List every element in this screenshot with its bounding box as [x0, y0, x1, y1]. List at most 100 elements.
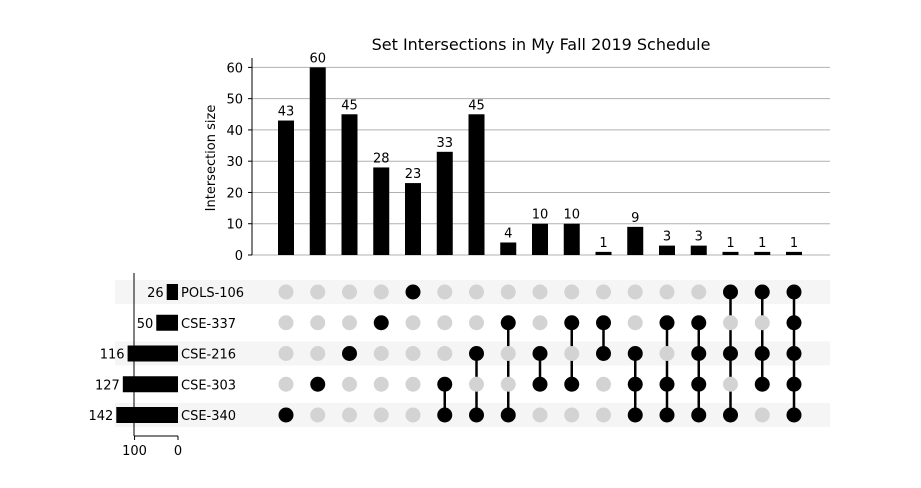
- y-tick-label: 50: [226, 93, 243, 108]
- set-name-label: CSE-216: [181, 348, 236, 363]
- membership-dot-inactive: [500, 346, 516, 361]
- set-size-label: 50: [137, 317, 154, 332]
- membership-dot-inactive: [754, 315, 770, 331]
- membership-dot-active: [596, 315, 611, 331]
- membership-dot-active: [373, 315, 389, 331]
- membership-dot-active: [627, 376, 643, 392]
- bar-value-label: 60: [309, 51, 326, 66]
- bar-value-label: 3: [663, 230, 671, 245]
- bar-value-label: 4: [504, 226, 512, 241]
- membership-dot-active: [532, 376, 548, 392]
- intersection-bar: [659, 245, 675, 255]
- intersection-bar: [627, 226, 644, 255]
- membership-dot-inactive: [596, 376, 611, 392]
- membership-dot-inactive: [469, 376, 484, 392]
- membership-dot-active: [564, 376, 580, 392]
- bar-value-label: 9: [631, 211, 639, 226]
- membership-dot-active: [691, 407, 707, 423]
- bar-value-label: 10: [563, 208, 580, 223]
- bar-value-label: 10: [532, 208, 549, 223]
- membership-dot-active: [278, 407, 294, 423]
- membership-dot-active: [564, 315, 580, 331]
- membership-dot-inactive: [627, 284, 643, 300]
- y-tick-label: 60: [226, 61, 243, 76]
- membership-dot-inactive: [437, 284, 453, 300]
- membership-dot-active: [437, 407, 453, 423]
- membership-dot-active: [691, 376, 707, 392]
- membership-dot-inactive: [405, 376, 421, 392]
- set-name-label: CSE-337: [181, 317, 236, 332]
- intersection-bar: [309, 67, 326, 255]
- membership-dot-active: [659, 315, 675, 331]
- set-size-label: 116: [100, 348, 125, 363]
- y-tick-label: 0: [235, 249, 243, 264]
- intersection-bar: [786, 251, 802, 255]
- membership-dot-inactive: [723, 315, 738, 331]
- membership-dot-inactive: [723, 376, 738, 392]
- membership-dot-inactive: [532, 407, 548, 423]
- membership-dot-active: [532, 346, 548, 361]
- bar-value-label: 45: [341, 98, 358, 113]
- intersection-bar: [468, 114, 485, 256]
- membership-dot-inactive: [310, 407, 326, 423]
- membership-dot-active: [500, 315, 516, 331]
- membership-dot-inactive: [342, 376, 357, 392]
- membership-dot-inactive: [627, 315, 643, 331]
- set-size-bar: [116, 407, 178, 423]
- membership-dot-active: [723, 284, 738, 300]
- membership-dot-inactive: [500, 284, 516, 300]
- bar-value-label: 23: [405, 167, 422, 182]
- intersection-bar: [532, 223, 548, 255]
- membership-dot-inactive: [310, 284, 326, 300]
- membership-dot-inactive: [659, 346, 675, 361]
- membership-dot-inactive: [373, 376, 389, 392]
- membership-dot-inactive: [310, 315, 326, 331]
- membership-dot-active: [691, 315, 707, 331]
- intersection-bar: [341, 114, 358, 256]
- membership-dot-active: [786, 346, 802, 361]
- membership-dot-active: [596, 346, 611, 361]
- membership-dot-active: [310, 376, 326, 392]
- membership-dot-inactive: [405, 346, 421, 361]
- membership-dot-inactive: [373, 346, 389, 361]
- intersection-bar: [373, 167, 390, 255]
- bar-value-label: 3: [695, 230, 703, 245]
- intersection-bar: [690, 245, 707, 255]
- set-size-tick-label: 0: [174, 444, 182, 459]
- membership-dot-active: [405, 284, 421, 300]
- membership-dot-inactive: [691, 284, 707, 300]
- set-name-label: CSE-340: [181, 409, 236, 424]
- membership-dot-inactive: [469, 315, 484, 331]
- bar-value-label: 45: [468, 98, 485, 113]
- membership-dot-active: [691, 346, 707, 361]
- membership-dot-active: [754, 284, 770, 300]
- membership-dot-active: [723, 346, 738, 361]
- membership-dot-inactive: [437, 346, 453, 361]
- membership-dot-inactive: [500, 376, 516, 392]
- membership-dot-active: [659, 407, 675, 423]
- intersection-bar: [722, 251, 739, 255]
- intersection-bar: [754, 251, 771, 255]
- membership-dot-active: [469, 346, 484, 361]
- set-name-label: CSE-303: [181, 378, 236, 393]
- membership-dot-inactive: [278, 376, 294, 392]
- membership-dot-active: [500, 407, 516, 423]
- bar-value-label: 1: [790, 236, 798, 251]
- intersection-bar: [563, 223, 580, 255]
- y-axis-label: Intersection size: [204, 105, 219, 212]
- membership-dot-inactive: [310, 346, 326, 361]
- membership-dot-active: [627, 407, 643, 423]
- set-size-bars: 26 POLS-106 50 CSE-337 116 CSE-216 127 CSE-303 1…: [88, 273, 244, 459]
- membership-dot-active: [786, 284, 802, 300]
- set-size-label: 142: [88, 409, 113, 424]
- membership-dot-active: [723, 407, 738, 423]
- bar-value-label: 43: [278, 105, 295, 120]
- bar-value-label: 33: [436, 136, 453, 151]
- intersection-bar: [436, 151, 453, 255]
- membership-dot-active: [786, 376, 802, 392]
- membership-dot-inactive: [596, 407, 611, 423]
- membership-dot-inactive: [596, 284, 611, 300]
- bar-value-label: 1: [726, 236, 734, 251]
